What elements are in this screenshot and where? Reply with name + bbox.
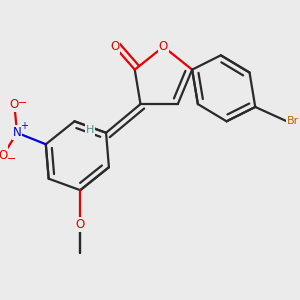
Text: O: O bbox=[0, 149, 8, 162]
Text: O: O bbox=[110, 40, 119, 53]
Text: H: H bbox=[86, 125, 94, 135]
Text: −: − bbox=[7, 154, 16, 164]
Text: +: + bbox=[20, 122, 28, 131]
Text: Br: Br bbox=[287, 116, 299, 126]
Text: O: O bbox=[159, 40, 168, 53]
Text: N: N bbox=[13, 126, 22, 139]
Text: O: O bbox=[76, 218, 85, 231]
Text: O: O bbox=[10, 98, 19, 111]
Text: −: − bbox=[18, 98, 28, 108]
